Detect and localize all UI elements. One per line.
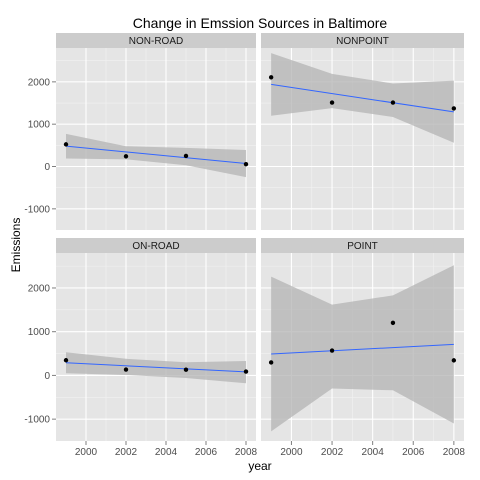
data-point xyxy=(451,106,457,111)
y-tick-label: -1000 xyxy=(24,204,50,215)
y-tick-label: 2000 xyxy=(28,77,51,88)
y-axis-title: Emissions xyxy=(9,218,23,273)
facet-panel: POINT xyxy=(261,238,464,441)
data-point xyxy=(243,161,249,167)
facet-strip-label: POINT xyxy=(347,241,378,252)
data-point xyxy=(123,367,129,372)
data-point xyxy=(390,320,396,326)
x-tick-label: 2004 xyxy=(362,447,385,458)
y-tick-label: 0 xyxy=(44,371,50,382)
y-tick-label: 1000 xyxy=(28,120,51,131)
facet-strip xyxy=(56,33,256,48)
facet-panel: NONPOINT xyxy=(261,33,464,230)
x-axis-ticks: 2000 2002 2004 2006 2008 2000 2002 2004 2006 2008 xyxy=(75,441,466,458)
data-point xyxy=(243,369,249,374)
data-point xyxy=(63,142,69,147)
chart-title: Change in Emssion Sources in Baltimore xyxy=(133,15,388,31)
y-tick-label: -1000 xyxy=(24,415,50,426)
x-tick-label: 2000 xyxy=(280,447,303,458)
facet-strip-label: NON-ROAD xyxy=(129,36,183,47)
fit-line xyxy=(271,83,454,113)
y-tick-label: 0 xyxy=(44,162,50,173)
fit-line xyxy=(65,145,247,165)
panel-background xyxy=(56,253,256,441)
x-tick-label: 2008 xyxy=(235,447,258,458)
data-point xyxy=(268,360,274,365)
x-tick-label: 2008 xyxy=(443,447,466,458)
x-tick-label: 2006 xyxy=(402,447,425,458)
x-tick-label: 2004 xyxy=(155,447,178,458)
facet-panels: NON-ROAD NONPOINT ON-ROAD POINT xyxy=(56,33,464,441)
facet-panel: ON-ROAD xyxy=(56,238,256,441)
data-point xyxy=(390,100,396,105)
fit-line xyxy=(271,343,454,355)
x-tick-label: 2000 xyxy=(75,447,98,458)
x-tick-label: 2002 xyxy=(321,447,344,458)
data-point xyxy=(63,358,69,363)
x-axis-title: year xyxy=(248,459,271,473)
fit-line xyxy=(65,362,247,373)
data-point xyxy=(329,348,335,353)
data-point xyxy=(268,75,274,80)
y-tick-label: 2000 xyxy=(28,283,51,294)
data-point xyxy=(451,358,457,363)
y-axis-ticks: -1000 0 1000 2000 -1000 0 1000 2000 xyxy=(24,77,56,426)
data-point xyxy=(183,153,189,159)
facet-strip xyxy=(261,238,464,253)
confidence-band xyxy=(66,133,246,178)
data-point xyxy=(123,154,129,159)
data-point xyxy=(183,367,189,372)
facet-panel: NON-ROAD xyxy=(56,33,256,230)
y-tick-label: 1000 xyxy=(28,327,51,338)
facet-strip xyxy=(261,33,464,48)
confidence-band xyxy=(271,265,454,432)
data-point xyxy=(329,100,335,105)
x-tick-label: 2006 xyxy=(195,447,218,458)
x-tick-label: 2002 xyxy=(115,447,138,458)
facet-strip-label: ON-ROAD xyxy=(132,241,179,252)
facet-strip-label: NONPOINT xyxy=(336,36,389,47)
facet-strip xyxy=(56,238,256,253)
